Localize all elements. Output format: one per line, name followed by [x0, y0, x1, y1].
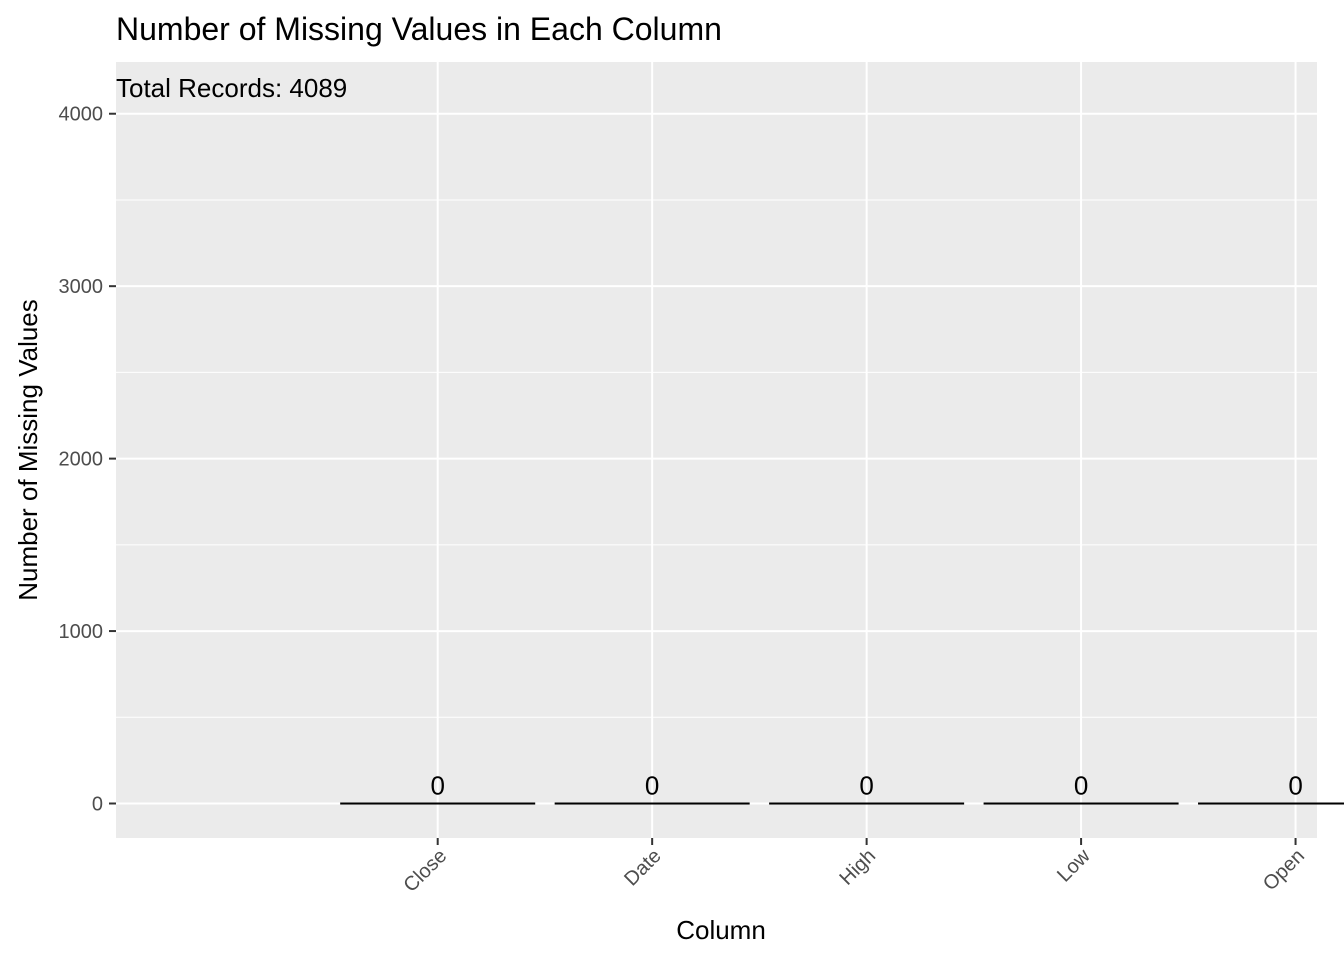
- x-tick-label-close: Close: [400, 845, 452, 897]
- x-axis-title: Column: [676, 915, 766, 945]
- y-axis: 0 1000 2000 3000 4000: [59, 104, 116, 816]
- x-axis: Close Date High Low Open: [400, 838, 1309, 897]
- y-tick-label: 4000: [59, 104, 104, 126]
- chart-title: Number of Missing Values in Each Column: [116, 11, 722, 47]
- y-tick-label: 1000: [59, 621, 104, 643]
- data-label-high: 0: [859, 771, 873, 801]
- y-tick-label: 3000: [59, 276, 104, 298]
- data-label-open: 0: [1288, 771, 1302, 801]
- plot-panel: [116, 62, 1317, 838]
- x-tick-label-date: Date: [620, 845, 665, 890]
- data-label-date: 0: [645, 771, 659, 801]
- x-tick-label-low: Low: [1053, 845, 1095, 887]
- x-tick-label-high: High: [836, 845, 881, 890]
- y-axis-title: Number of Missing Values: [13, 299, 43, 601]
- total-records-annotation: Total Records: 4089: [116, 73, 347, 103]
- y-tick-label: 2000: [59, 449, 104, 471]
- data-label-low: 0: [1074, 771, 1088, 801]
- data-label-close: 0: [430, 771, 444, 801]
- bars-layer: 0 0 0 0 0: [340, 771, 1344, 805]
- x-tick-label-open: Open: [1259, 845, 1309, 895]
- y-tick-label: 0: [92, 794, 103, 816]
